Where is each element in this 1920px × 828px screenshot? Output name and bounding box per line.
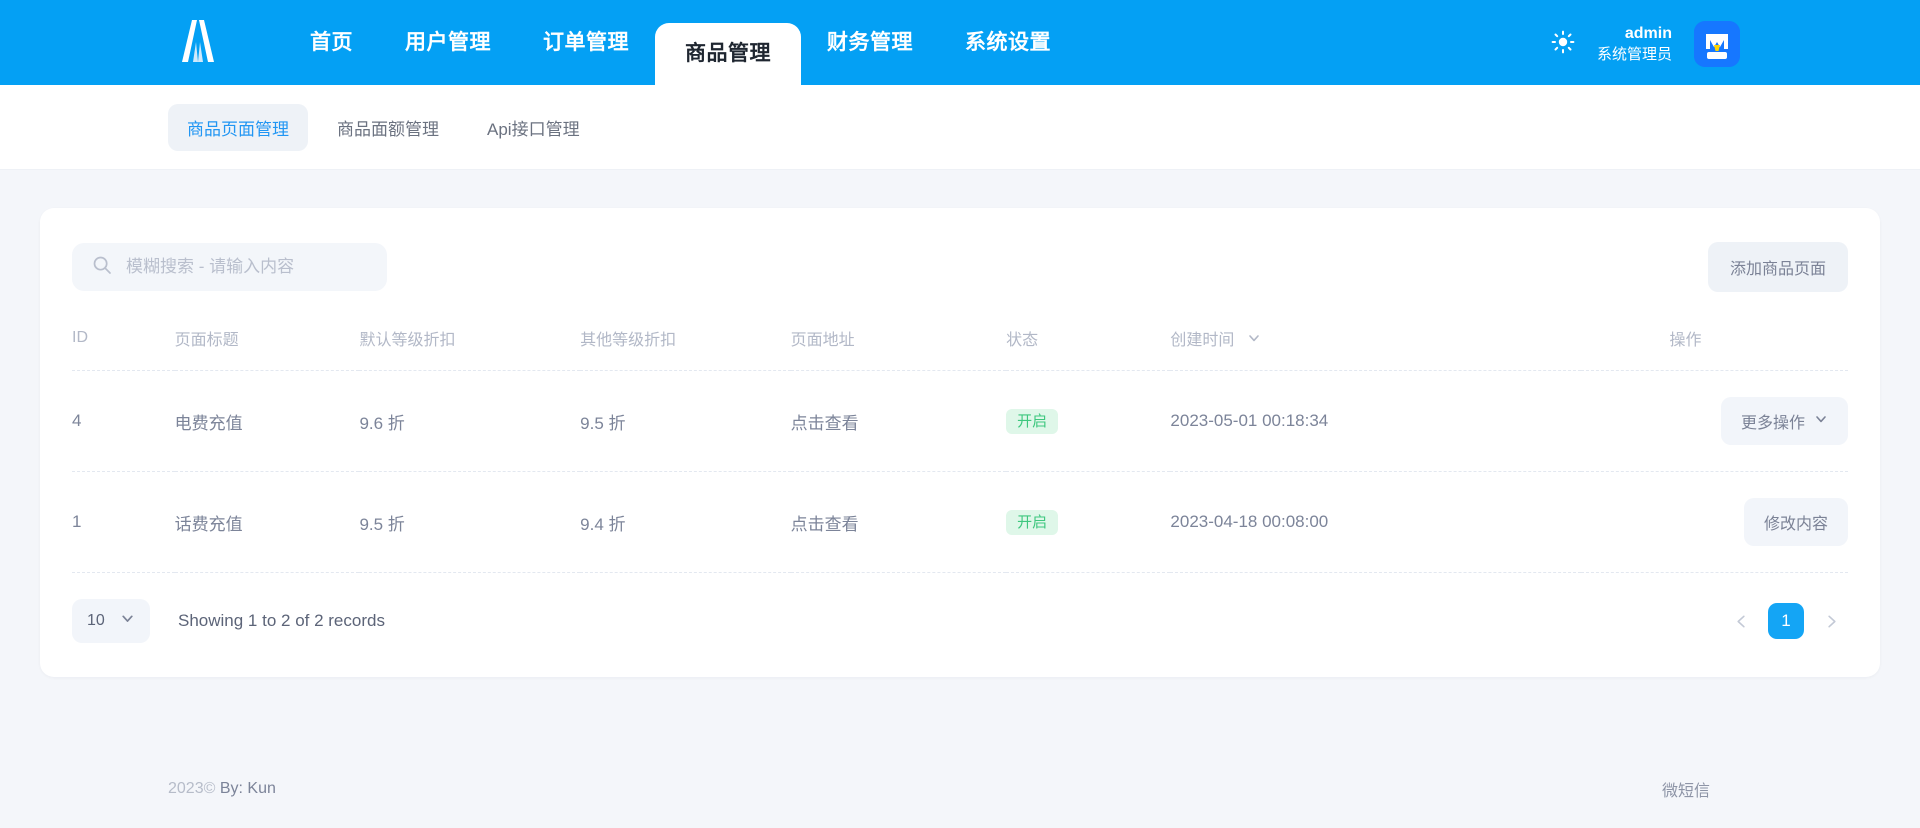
card-toolbar: 添加商品页面 xyxy=(72,236,1848,308)
page-content: 添加商品页面 ID 页面标题 默认等级折扣 其他等级折扣 页面地址 状态 创建时… xyxy=(0,208,1920,678)
column-header-created-at-label: 创建时间 xyxy=(1170,332,1235,349)
column-header-operations: 操作 xyxy=(1581,308,1848,372)
nav-item-user-management[interactable]: 用户管理 xyxy=(405,31,491,54)
cell-other-discount: 9.4 折 xyxy=(580,471,791,574)
cell-title: 电费充值 xyxy=(174,370,360,473)
column-header-id: ID xyxy=(72,308,175,372)
footer-copyright-year: 2023© xyxy=(168,780,216,798)
sub-nav: 商品页面管理 商品面额管理 Api接口管理 xyxy=(0,85,1920,170)
column-header-created-at[interactable]: 创建时间 xyxy=(1170,308,1582,372)
brand-logo[interactable] xyxy=(168,11,228,71)
table-row[interactable]: 4 电费充值 9.6 折 9.5 折 点击查看 开启 2023-05-01 00… xyxy=(72,370,1848,473)
top-header-bar: 首页 用户管理 订单管理 商品管理 财务管理 系统设置 admin 系统管理员 xyxy=(0,0,1920,85)
main-nav: 首页 用户管理 订单管理 商品管理 财务管理 系统设置 xyxy=(284,0,1077,85)
subnav-item-product-denomination-management[interactable]: 商品面额管理 xyxy=(337,119,439,139)
page-size-select[interactable]: 10 xyxy=(72,599,150,644)
cell-default-discount: 9.5 折 xyxy=(359,471,581,574)
product-pages-table: ID 页面标题 默认等级折扣 其他等级折扣 页面地址 状态 创建时间 xyxy=(72,308,1848,574)
cell-other-discount: 9.5 折 xyxy=(580,370,791,473)
table-body: 4 电费充值 9.6 折 9.5 折 点击查看 开启 2023-05-01 00… xyxy=(72,370,1848,574)
user-role: 系统管理员 xyxy=(1596,45,1672,63)
avatar[interactable] xyxy=(1694,21,1740,67)
nav-item-home[interactable]: 首页 xyxy=(310,31,353,54)
cell-status: 开启 xyxy=(1006,471,1171,574)
column-header-other-discount: 其他等级折扣 xyxy=(580,308,791,372)
column-header-status: 状态 xyxy=(1006,308,1171,372)
cell-operations: 更多操作 xyxy=(1581,370,1848,473)
footer-copyright: 2023© By: Kun xyxy=(168,780,276,798)
cell-id: 1 xyxy=(72,471,175,574)
table-head: ID 页面标题 默认等级折扣 其他等级折扣 页面地址 状态 创建时间 xyxy=(72,308,1848,372)
cell-title: 话费充值 xyxy=(174,471,360,574)
chevron-left-icon[interactable] xyxy=(1724,604,1758,638)
user-info[interactable]: admin 系统管理员 xyxy=(1597,24,1672,64)
page-footer: 2023© By: Kun 微短信 xyxy=(0,777,1920,801)
search-input[interactable] xyxy=(126,257,367,277)
cell-page-url-link[interactable]: 点击查看 xyxy=(790,370,1007,473)
cell-created-at: 2023-04-18 00:08:00 xyxy=(1170,471,1582,574)
chevron-down-icon xyxy=(120,611,135,631)
cell-page-url-link[interactable]: 点击查看 xyxy=(790,471,1007,574)
nav-item-finance-management[interactable]: 财务管理 xyxy=(827,31,913,54)
pagination-page-1[interactable]: 1 xyxy=(1768,603,1804,640)
user-name: admin xyxy=(1624,25,1672,43)
nav-item-system-settings[interactable]: 系统设置 xyxy=(965,31,1051,54)
nav-item-order-management[interactable]: 订单管理 xyxy=(543,31,629,54)
search-icon xyxy=(92,255,112,280)
footer-copyright-author: By: Kun xyxy=(219,780,276,798)
status-badge: 开启 xyxy=(1006,509,1059,535)
records-summary: Showing 1 to 2 of 2 records xyxy=(178,611,385,631)
cell-id: 4 xyxy=(72,370,175,473)
chevron-down-icon[interactable] xyxy=(1247,331,1261,350)
table-row[interactable]: 1 话费充值 9.5 折 9.4 折 点击查看 开启 2023-04-18 00… xyxy=(72,471,1848,574)
cell-created-at: 2023-05-01 00:18:34 xyxy=(1170,370,1582,473)
subnav-item-product-page-management[interactable]: 商品页面管理 xyxy=(168,103,308,151)
pagination-bar: 10 Showing 1 to 2 of 2 records 1 xyxy=(72,573,1848,644)
column-header-default-discount: 默认等级折扣 xyxy=(359,308,581,372)
add-product-page-button[interactable]: 添加商品页面 xyxy=(1707,242,1848,292)
more-actions-button[interactable]: 更多操作 xyxy=(1720,397,1848,446)
status-badge: 开启 xyxy=(1006,408,1059,434)
chevron-down-icon xyxy=(1814,412,1828,431)
nav-item-product-management[interactable]: 商品管理 xyxy=(655,23,801,85)
column-header-title: 页面标题 xyxy=(174,308,360,372)
search-box[interactable] xyxy=(72,243,387,291)
column-header-page-url: 页面地址 xyxy=(790,308,1007,372)
footer-brand-label: 微短信 xyxy=(1661,783,1710,801)
pagination-controls: 1 xyxy=(1724,603,1848,640)
product-page-card: 添加商品页面 ID 页面标题 默认等级折扣 其他等级折扣 页面地址 状态 创建时… xyxy=(40,208,1880,678)
chevron-right-icon[interactable] xyxy=(1814,604,1848,638)
cell-status: 开启 xyxy=(1006,370,1171,473)
cell-default-discount: 9.6 折 xyxy=(359,370,581,473)
edit-content-button[interactable]: 修改内容 xyxy=(1743,498,1848,547)
subnav-item-api-management[interactable]: Api接口管理 xyxy=(487,119,580,139)
page-size-value: 10 xyxy=(87,612,105,630)
more-actions-label: 更多操作 xyxy=(1740,415,1805,433)
header-right-cluster: admin 系统管理员 xyxy=(1551,21,1740,67)
sun-icon[interactable] xyxy=(1551,30,1575,59)
cell-operations: 修改内容 xyxy=(1581,471,1848,574)
table-header-row: ID 页面标题 默认等级折扣 其他等级折扣 页面地址 状态 创建时间 xyxy=(72,308,1848,372)
